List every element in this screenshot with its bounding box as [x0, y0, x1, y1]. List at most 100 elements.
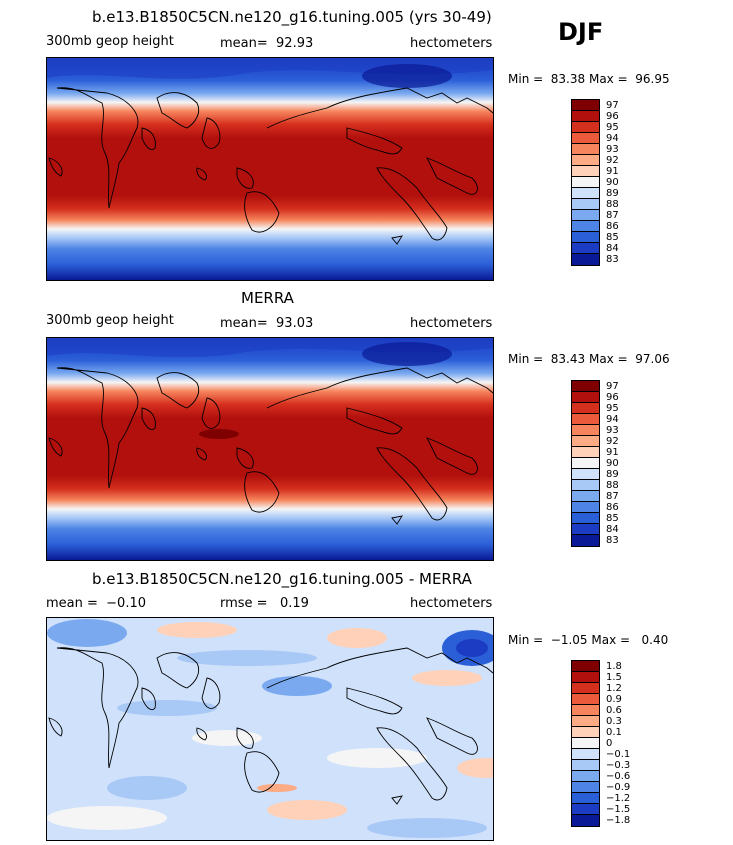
legend-swatch — [572, 425, 599, 436]
panel-3-anomaly-fields — [47, 619, 493, 838]
legend-label: 87 — [606, 491, 619, 502]
panel-1-mean-label: mean= 92.93 — [220, 36, 314, 51]
legend-label: −1.5 — [606, 804, 631, 815]
legend-swatch — [572, 749, 599, 760]
panel-3-coastlines — [48, 647, 493, 805]
panel-3-map-svg — [47, 618, 493, 840]
legend-label: 93 — [606, 425, 619, 436]
legend-swatch — [572, 221, 599, 232]
legend-label: 97 — [606, 381, 619, 392]
legend-swatch — [572, 727, 599, 738]
legend-label: 1.5 — [606, 672, 622, 683]
legend-label: −0.1 — [606, 749, 631, 760]
legend-swatch — [572, 705, 599, 716]
legend-swatch — [572, 771, 599, 782]
panel-3-minmax: Min = −1.05 Max = 0.40 — [508, 633, 669, 647]
legend-label: 86 — [606, 221, 619, 232]
legend-label: 0.6 — [606, 705, 622, 716]
panel-2-title: MERRA — [241, 289, 294, 307]
legend-label: 92 — [606, 436, 619, 447]
legend-label: 83 — [606, 535, 619, 546]
legend-label: 0 — [606, 738, 613, 749]
legend-label: 90 — [606, 177, 619, 188]
legend-label: 96 — [606, 111, 619, 122]
legend-swatch — [572, 804, 599, 815]
panel-2-minmax: Min = 83.43 Max = 97.06 — [508, 352, 670, 366]
legend-label: 97 — [606, 100, 619, 111]
legend-swatch — [572, 760, 599, 771]
legend-swatch — [572, 210, 599, 221]
panel-1-map-svg — [47, 58, 493, 280]
legend-label: −0.3 — [606, 760, 631, 771]
legend-swatch — [572, 513, 599, 524]
panel-3-legend — [571, 660, 600, 827]
legend-swatch — [572, 480, 599, 491]
legend-swatch — [572, 122, 599, 133]
panel-2-variable-label: 300mb geop height — [46, 313, 174, 328]
legend-swatch — [572, 232, 599, 243]
legend-swatch — [572, 738, 599, 749]
panel-2-coastlines — [48, 367, 493, 525]
legend-label: 95 — [606, 403, 619, 414]
legend-swatch — [572, 166, 599, 177]
panel-3-units-label: hectometers — [410, 596, 493, 611]
panel-2-legend — [571, 380, 600, 547]
legend-swatch — [572, 716, 599, 727]
legend-label: 88 — [606, 480, 619, 491]
legend-label: 89 — [606, 469, 619, 480]
legend-swatch — [572, 793, 599, 804]
legend-swatch — [572, 782, 599, 793]
legend-swatch — [572, 155, 599, 166]
legend-label: 92 — [606, 155, 619, 166]
legend-label: 83 — [606, 254, 619, 265]
legend-swatch — [572, 100, 599, 111]
legend-swatch — [572, 188, 599, 199]
legend-swatch — [572, 392, 599, 403]
legend-label: −1.8 — [606, 815, 631, 826]
legend-label: 88 — [606, 199, 619, 210]
legend-label: −0.6 — [606, 771, 631, 782]
legend-label: 90 — [606, 458, 619, 469]
panel-1-coastlines — [48, 87, 493, 245]
legend-swatch — [572, 177, 599, 188]
legend-swatch — [572, 502, 599, 513]
legend-swatch — [572, 436, 599, 447]
legend-label: 1.8 — [606, 661, 622, 672]
legend-swatch — [572, 447, 599, 458]
legend-label: 84 — [606, 243, 619, 254]
panel-2-map-svg — [47, 338, 493, 560]
legend-label: 91 — [606, 166, 619, 177]
legend-label: 0.1 — [606, 727, 622, 738]
panel-3-rmse-label: rmse = 0.19 — [220, 596, 309, 611]
legend-label: 94 — [606, 133, 619, 144]
legend-label: 85 — [606, 513, 619, 524]
legend-label: 91 — [606, 447, 619, 458]
legend-swatch — [572, 133, 599, 144]
panel-3-map — [46, 617, 494, 841]
panel-1-variable-label: 300mb geop height — [46, 34, 174, 49]
legend-swatch — [572, 672, 599, 683]
legend-swatch — [572, 661, 599, 672]
panel-3-mean-label: mean = −0.10 — [46, 596, 146, 611]
legend-swatch — [572, 491, 599, 502]
legend-swatch — [572, 403, 599, 414]
legend-label: −0.9 — [606, 782, 631, 793]
legend-swatch — [572, 815, 599, 826]
legend-swatch — [572, 535, 599, 546]
legend-swatch — [572, 381, 599, 392]
legend-swatch — [572, 458, 599, 469]
legend-swatch — [572, 469, 599, 480]
panel-3-title: b.e13.B1850C5CN.ne120_g16.tuning.005 - M… — [92, 570, 472, 588]
legend-swatch — [572, 243, 599, 254]
legend-label: 0.9 — [606, 694, 622, 705]
legend-label: 86 — [606, 502, 619, 513]
legend-swatch — [572, 694, 599, 705]
panel-1-units-label: hectometers — [410, 36, 493, 51]
legend-label: 96 — [606, 392, 619, 403]
panel-1-title: b.e13.B1850C5CN.ne120_g16.tuning.005 (yr… — [92, 8, 492, 26]
legend-label: 1.2 — [606, 683, 622, 694]
legend-swatch — [572, 524, 599, 535]
legend-label: −1.2 — [606, 793, 631, 804]
legend-swatch — [572, 254, 599, 265]
panel-2-map — [46, 337, 494, 561]
